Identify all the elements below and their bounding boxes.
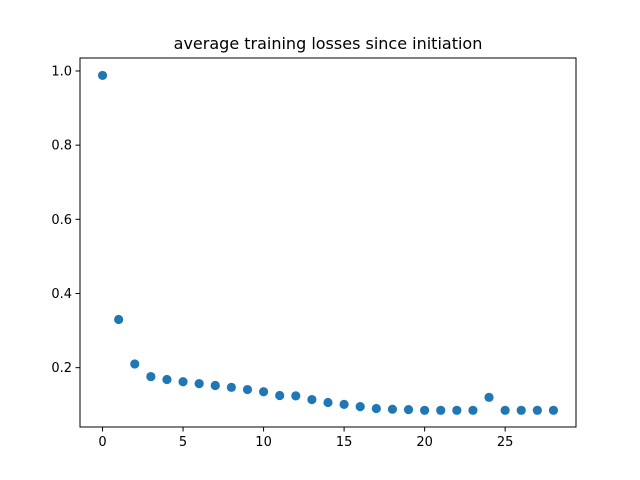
data-point	[548, 405, 559, 415]
plot-area-frame	[79, 57, 577, 428]
data-point	[146, 371, 156, 382]
data-point	[323, 397, 333, 408]
data-point	[242, 384, 253, 395]
x-tick-label: 10	[255, 435, 272, 450]
chart-title: average training losses since initiation	[174, 34, 483, 53]
y-tick-label: 0.2	[51, 361, 72, 376]
data-point	[258, 387, 269, 397]
data-point	[339, 399, 349, 409]
x-tick-label: 5	[179, 435, 187, 450]
data-point	[436, 405, 446, 415]
data-point	[420, 405, 430, 415]
data-point	[194, 379, 204, 389]
data-point	[210, 380, 220, 391]
x-tick-label: 0	[98, 435, 106, 450]
data-point	[403, 404, 414, 415]
y-tick-label: 0.6	[51, 213, 72, 228]
data-point	[500, 405, 510, 415]
data-point	[371, 403, 381, 414]
data-point	[355, 402, 365, 412]
data-point	[178, 377, 188, 387]
data-point	[307, 394, 317, 405]
data-point	[452, 405, 462, 415]
x-tick-label: 15	[336, 435, 353, 450]
data-point	[516, 405, 526, 415]
data-points	[97, 70, 559, 415]
y-tick-label: 1.0	[51, 64, 72, 79]
y-tick-label: 0.8	[51, 139, 72, 154]
data-point	[291, 391, 301, 401]
y-tick-label: 0.4	[51, 287, 72, 302]
x-axis: 0 5 10 15 20 25	[98, 427, 513, 450]
data-point	[97, 70, 108, 81]
data-point	[114, 314, 124, 325]
x-tick-label: 25	[497, 435, 514, 450]
data-point	[387, 404, 398, 414]
data-point	[130, 359, 140, 369]
data-point	[532, 405, 542, 415]
data-point	[275, 390, 285, 401]
data-point	[162, 374, 172, 385]
data-point	[484, 392, 494, 402]
data-point	[226, 382, 236, 392]
data-point	[468, 405, 478, 415]
x-tick-label: 20	[416, 435, 433, 450]
y-axis: 0.2 0.4 0.6 0.8 1.0	[51, 64, 80, 376]
